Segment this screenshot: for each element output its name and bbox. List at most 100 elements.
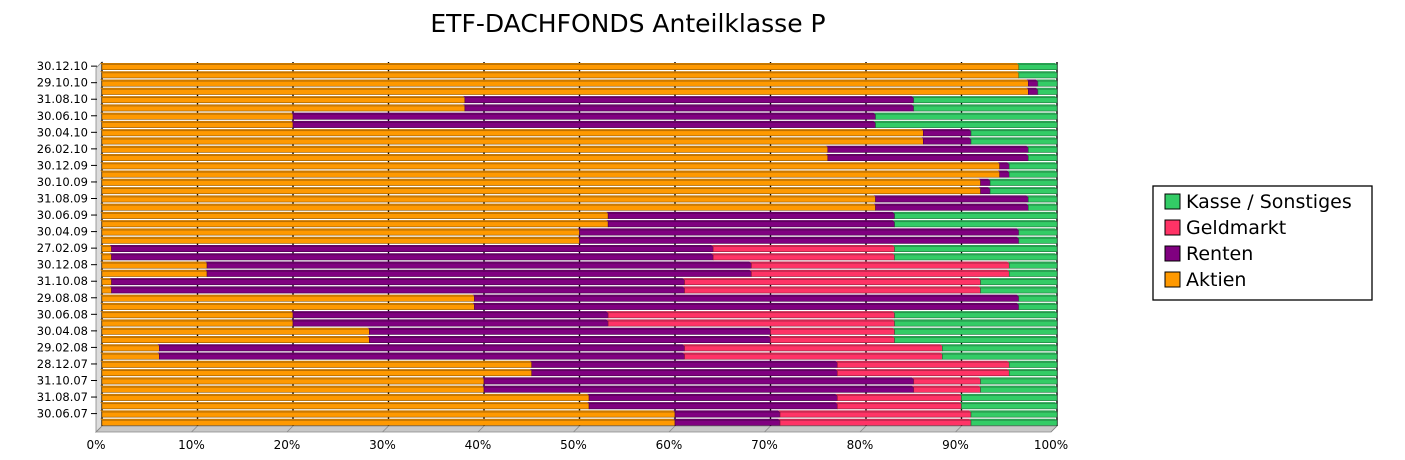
- bar-top-edge: [997, 162, 1010, 164]
- bar-top-edge: [100, 153, 828, 156]
- bar-segment-geldmarkt: [779, 411, 972, 418]
- bar-segment-geldmarkt: [837, 362, 1010, 368]
- bar-top-edge: [100, 87, 1029, 90]
- x-tick-label: 30%: [369, 438, 396, 452]
- bar-top-edge: [100, 62, 1019, 65]
- bar-segment-kasse-sonstiges: [1008, 271, 1058, 277]
- legend-label: Geldmarkt: [1186, 217, 1286, 239]
- gridline-floor: [955, 425, 962, 433]
- bar-segment-renten: [111, 287, 685, 294]
- bar-segment-renten: [531, 370, 838, 377]
- y-tick-label: 31.10.07: [37, 374, 88, 388]
- bar-top-edge: [1026, 79, 1038, 82]
- bar-top-edge: [462, 104, 914, 106]
- y-tick-label: 31.08.09: [37, 192, 88, 206]
- bar-segment-renten: [206, 262, 752, 269]
- bar-top-edge: [482, 385, 914, 388]
- bar-segment-renten: [980, 180, 991, 186]
- bar-segment-geldmarkt: [684, 279, 981, 286]
- legend-label: Kasse / Sonstiges: [1186, 191, 1352, 213]
- bar-top-edge: [978, 178, 991, 181]
- bar-top-edge: [825, 153, 1029, 156]
- bar-top-edge: [673, 418, 781, 421]
- bar-segment-renten: [292, 113, 876, 120]
- bar-top-edge: [778, 410, 972, 413]
- x-tick-label: 10%: [178, 438, 205, 452]
- bar-top-edge: [606, 220, 895, 222]
- bar-top-edge: [892, 319, 1057, 322]
- bar-top-edge: [100, 236, 580, 239]
- bar-segment-geldmarkt: [712, 246, 895, 253]
- bar-top-edge: [100, 418, 675, 421]
- bar-top-edge: [1016, 71, 1057, 73]
- bar-segment-aktien: [101, 295, 475, 302]
- bar-segment-kasse-sonstiges: [1018, 72, 1058, 79]
- bar-top-edge: [911, 96, 1057, 98]
- bar-segment-aktien: [101, 403, 590, 410]
- bar-segment-renten: [292, 320, 609, 327]
- bar-top-edge: [682, 278, 981, 280]
- bar-segment-aktien: [101, 320, 294, 327]
- bar-segment-aktien: [101, 237, 580, 244]
- bar-segment-renten: [827, 146, 1029, 153]
- bar-segment-geldmarkt: [837, 370, 1010, 377]
- bar-segment-kasse-sonstiges: [961, 403, 1058, 410]
- bar-segment-geldmarkt: [607, 312, 895, 319]
- bar-segment-aktien: [101, 271, 208, 277]
- bar-segment-renten: [159, 353, 685, 360]
- bar-top-edge: [100, 129, 924, 131]
- bar-segment-kasse-sonstiges: [1018, 229, 1058, 236]
- bar-top-edge: [577, 236, 1019, 239]
- y-tick-label: 30.10.09: [37, 175, 88, 189]
- bar-segment-geldmarkt: [607, 320, 895, 327]
- bar-segment-geldmarkt: [913, 378, 981, 385]
- bar-top-edge: [940, 352, 1057, 355]
- bar-top-edge: [1026, 153, 1057, 156]
- bar-segment-geldmarkt: [684, 353, 943, 360]
- bar-top-edge: [100, 402, 590, 404]
- gridline-floor: [191, 425, 198, 433]
- legend-swatch: [1164, 271, 1181, 288]
- bar-segment-geldmarkt: [779, 419, 972, 426]
- bar-top-edge: [100, 162, 1000, 164]
- bar-segment-renten: [111, 279, 685, 286]
- bar-segment-renten: [579, 229, 1020, 236]
- bar-top-edge: [997, 170, 1010, 173]
- bar-segment-renten: [292, 122, 876, 128]
- bar-segment-kasse-sonstiges: [980, 378, 1058, 385]
- bar-segment-kasse-sonstiges: [913, 105, 1058, 112]
- bar-top-edge: [892, 244, 1057, 247]
- bar-segment-geldmarkt: [684, 287, 981, 294]
- bar-top-edge: [988, 187, 1057, 189]
- bar-top-edge: [835, 402, 962, 404]
- bar-segment-aktien: [101, 89, 1029, 95]
- bar-segment-kasse-sonstiges: [913, 97, 1058, 104]
- bar-segment-renten: [674, 419, 781, 426]
- bar-top-edge: [978, 286, 1057, 288]
- bar-top-edge: [1035, 79, 1057, 82]
- bar-top-edge: [873, 120, 1057, 123]
- bar-top-edge: [100, 335, 370, 338]
- bar-top-edge: [1016, 236, 1057, 239]
- bar-segment-renten: [369, 328, 771, 335]
- bar-segment-aktien: [101, 204, 876, 211]
- bar-top-edge: [367, 327, 771, 330]
- legend: Kasse / Sonstiges Geldmarkt Renten Aktien: [1152, 185, 1373, 301]
- bar-segment-geldmarkt: [770, 337, 895, 344]
- bar-segment-kasse-sonstiges: [875, 113, 1058, 120]
- bar-segment-aktien: [101, 370, 533, 377]
- bar-segment-renten: [999, 171, 1010, 178]
- bar-top-edge: [911, 104, 1057, 106]
- bar-segment-renten: [1028, 89, 1039, 95]
- bar-segment-kasse-sonstiges: [989, 188, 1058, 195]
- bar-segment-kasse-sonstiges: [980, 386, 1058, 393]
- bar-top-edge: [109, 278, 685, 280]
- bar-top-edge: [1026, 87, 1038, 90]
- x-tick-label: 50%: [560, 438, 587, 452]
- bar-top-edge: [969, 410, 1057, 413]
- gridline-floor: [477, 425, 485, 433]
- bar-segment-aktien: [101, 64, 1020, 71]
- bar-top-edge: [100, 294, 475, 297]
- bar-segment-kasse-sonstiges: [894, 213, 1058, 219]
- bar-segment-aktien: [101, 213, 609, 219]
